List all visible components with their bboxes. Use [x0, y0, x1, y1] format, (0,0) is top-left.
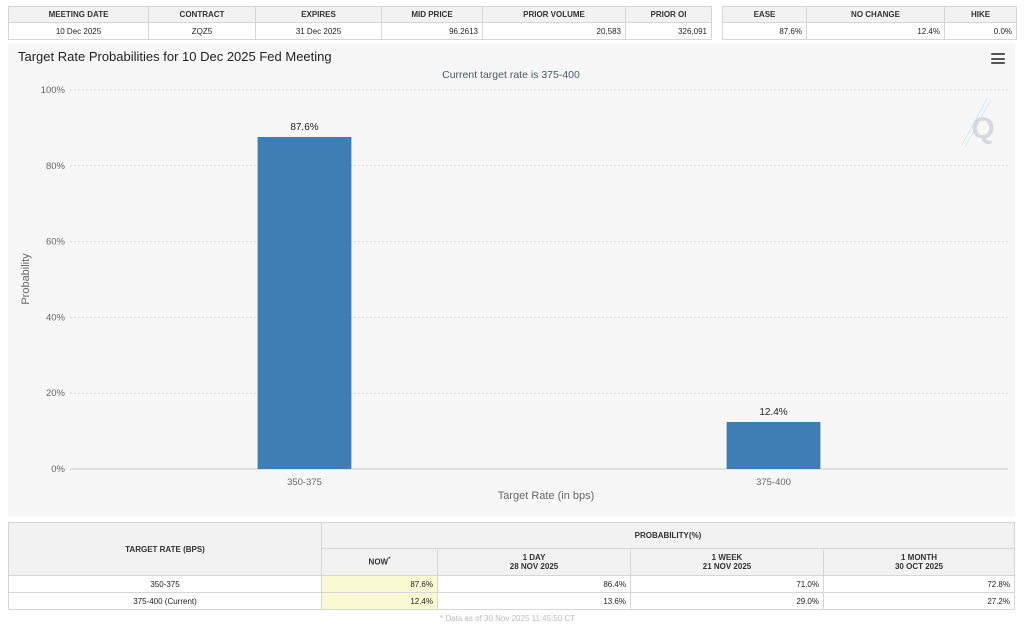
- chart-title: Target Rate Probabilities for 10 Dec 202…: [18, 49, 332, 64]
- hike-value: 0.0%: [944, 22, 1017, 40]
- header-1-day: 1 DAY 28 NOV 2025: [437, 548, 631, 576]
- y-tick-label: 0%: [51, 464, 65, 475]
- expires-value: 31 Dec 2025: [255, 22, 382, 40]
- table-row: 375-400 (Current) 12.4% 13.6% 29.0% 27.2…: [8, 592, 1015, 610]
- data-timestamp-footnote: * Data as of 30 Nov 2025 11:45:50 CT: [440, 614, 576, 623]
- probability-table: TARGET RATE (BPS) PROBABILITY(%) NOW* 1 …: [8, 522, 1015, 610]
- header-1-month-date: 30 OCT 2025: [894, 562, 944, 571]
- bar-375-400[interactable]: [726, 422, 821, 469]
- header-contract: CONTRACT: [148, 6, 256, 23]
- header-now: NOW*: [321, 548, 438, 576]
- chart-panel: 0% 20% 40% 60% 80% 100% 87.6% 12.4% 350-375 375…: [8, 43, 1015, 517]
- mid-price-value: 96.2613: [381, 22, 483, 40]
- probability-chart: 0% 20% 40% 60% 80% 100% 87.6% 12.4% 350-375 375…: [20, 69, 1008, 502]
- rate-cell: 350-375: [8, 575, 322, 593]
- data-label: 12.4%: [759, 407, 787, 418]
- header-target-rate: TARGET RATE (BPS): [8, 522, 322, 576]
- table-row: 350-375 87.6% 86.4% 71.0% 72.8%: [8, 575, 1015, 593]
- x-tick-label: 350-375: [287, 477, 322, 488]
- one-day-cell: 86.4%: [437, 575, 631, 593]
- header-prior-volume: PRIOR VOLUME: [482, 6, 626, 23]
- y-tick-label: 60%: [46, 237, 66, 248]
- chart-subtitle: Current target rate is 375-400: [442, 69, 580, 81]
- prior-oi-value: 326,091: [625, 22, 712, 40]
- header-1-day-date: 28 NOV 2025: [509, 562, 559, 571]
- y-tick-label: 80%: [46, 161, 66, 172]
- now-cell: 87.6%: [321, 575, 438, 593]
- svg-text:Q: Q: [971, 112, 994, 145]
- one-month-cell: 72.8%: [823, 575, 1015, 593]
- header-1-day-label: 1 DAY: [522, 553, 546, 562]
- header-1-month-label: 1 MONTH: [901, 553, 937, 562]
- meeting-date-value: 10 Dec 2025: [8, 22, 149, 40]
- hamburger-menu-icon[interactable]: [991, 53, 1005, 64]
- bar-350-375[interactable]: [257, 136, 352, 469]
- one-month-cell: 27.2%: [823, 592, 1015, 610]
- y-axis-ticks: 0% 20% 40% 60% 80% 100%: [41, 85, 66, 475]
- contract-info-header-row: MEETING DATE CONTRACT EXPIRES MID PRICE …: [8, 6, 712, 23]
- header-now-label: NOW: [368, 557, 389, 567]
- one-week-cell: 71.0%: [630, 575, 824, 593]
- x-axis-label: Target Rate (in bps): [498, 490, 595, 502]
- contract-info-row: 10 Dec 2025 ZQZ5 31 Dec 2025 96.2613 20,…: [8, 22, 712, 40]
- data-labels: 87.6% 12.4%: [290, 122, 787, 418]
- no-change-value: 12.4%: [806, 22, 945, 40]
- outcome-row: 87.6% 12.4% 0.0%: [722, 22, 1017, 40]
- one-day-cell: 13.6%: [437, 592, 631, 610]
- x-axis-ticks: 350-375 375-400: [287, 477, 791, 488]
- grid-lines: [70, 89, 1008, 394]
- header-probability: PROBABILITY(%): [321, 522, 1015, 549]
- q-logo-icon: Q: [961, 96, 995, 148]
- header-expires: EXPIRES: [255, 6, 382, 23]
- y-tick-label: 20%: [46, 388, 66, 399]
- contract-info-table: MEETING DATE CONTRACT EXPIRES MID PRICE …: [8, 6, 712, 40]
- y-tick-label: 100%: [41, 85, 66, 96]
- outcome-table: EASE NO CHANGE HIKE 87.6% 12.4% 0.0%: [722, 6, 1017, 40]
- header-hike: HIKE: [944, 6, 1017, 23]
- header-prior-oi: PRIOR OI: [625, 6, 712, 23]
- prior-volume-value: 20,583: [482, 22, 626, 40]
- outcome-header-row: EASE NO CHANGE HIKE: [722, 6, 1017, 23]
- rate-cell: 375-400 (Current): [8, 592, 322, 610]
- probability-group-header-row: TARGET RATE (BPS) PROBABILITY(%): [8, 522, 1015, 576]
- header-1-month: 1 MONTH 30 OCT 2025: [823, 548, 1015, 576]
- bars: [257, 136, 821, 469]
- contract-value: ZQZ5: [148, 22, 256, 40]
- header-mid-price: MID PRICE: [381, 6, 483, 23]
- header-1-week: 1 WEEK 21 NOV 2025: [630, 548, 824, 576]
- probability-column-header-row: NOW* 1 DAY 28 NOV 2025 1 WEEK 21 NOV 202…: [9, 548, 1015, 576]
- y-tick-label: 40%: [46, 312, 66, 323]
- header-ease: EASE: [722, 6, 807, 23]
- header-now-marker: *: [388, 557, 391, 564]
- ease-value: 87.6%: [722, 22, 807, 40]
- header-no-change: NO CHANGE: [806, 6, 945, 23]
- header-meeting-date: MEETING DATE: [8, 6, 149, 23]
- header-1-week-date: 21 NOV 2025: [702, 562, 752, 571]
- now-cell: 12.4%: [321, 592, 438, 610]
- y-axis-label: Probability: [20, 253, 32, 305]
- one-week-cell: 29.0%: [630, 592, 824, 610]
- x-tick-label: 375-400: [756, 477, 791, 488]
- data-label: 87.6%: [290, 122, 318, 133]
- header-1-week-label: 1 WEEK: [711, 553, 743, 562]
